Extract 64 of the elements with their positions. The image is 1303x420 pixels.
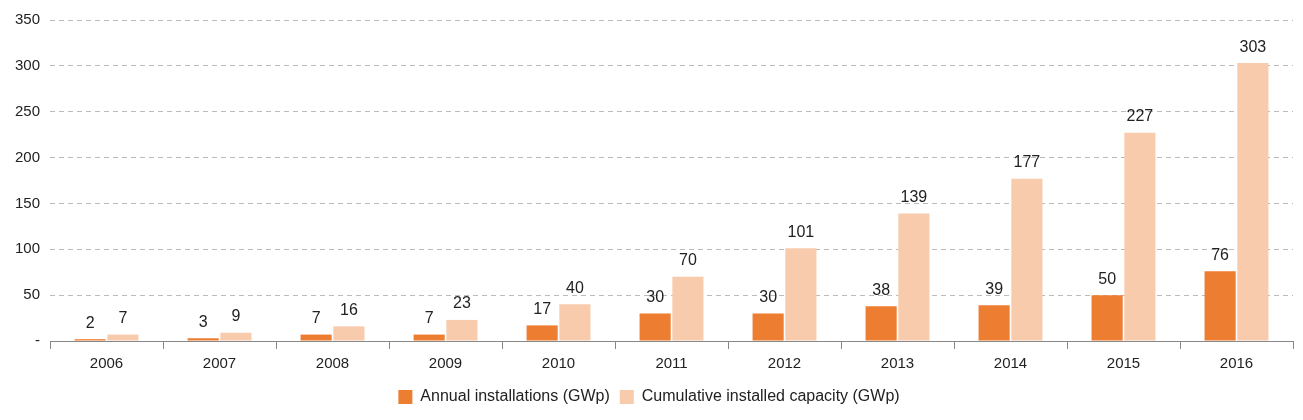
data-label: 303	[1239, 37, 1267, 55]
legend-label: Annual installations (GWp)	[420, 387, 610, 405]
data-label: 38	[872, 280, 891, 298]
bar	[526, 325, 558, 341]
data-label: 2	[85, 313, 95, 331]
data-label: 50	[1098, 269, 1117, 287]
y-tick-label: 300	[15, 56, 41, 73]
bar	[107, 334, 139, 341]
y-tick-label: 250	[15, 101, 41, 119]
legend-label: Cumulative installed capacity (GWp)	[641, 387, 900, 405]
bar	[865, 306, 897, 341]
y-tick-label: 100	[15, 239, 41, 257]
bar	[1204, 271, 1236, 341]
x-tick-label: 2007	[202, 354, 237, 372]
data-label: 101	[787, 222, 815, 240]
x-tick-label: 2008	[315, 354, 350, 372]
bar	[898, 213, 930, 341]
bar	[639, 313, 671, 341]
data-label: 30	[646, 287, 665, 305]
x-tick-label: 2015	[1106, 354, 1141, 372]
data-label: 227	[1126, 107, 1154, 125]
bar	[413, 334, 445, 341]
data-label: 30	[759, 287, 778, 305]
data-label: 7	[118, 308, 128, 326]
bar	[446, 319, 478, 341]
x-tick-label: 2014	[993, 354, 1028, 372]
y-tick-label: -	[35, 331, 41, 349]
bar	[752, 313, 784, 341]
x-tick-label: 2010	[541, 354, 576, 372]
y-tick-label: 50	[23, 285, 41, 303]
bar	[1011, 178, 1043, 341]
data-label: 9	[231, 307, 241, 325]
data-label: 76	[1211, 245, 1230, 263]
x-tick-label: 2013	[880, 354, 915, 372]
y-tick-label: 200	[15, 147, 41, 165]
bar	[333, 326, 365, 341]
data-label: 23	[453, 294, 471, 312]
data-label: 177	[1013, 153, 1041, 171]
bar	[785, 248, 817, 341]
bar	[1237, 63, 1269, 341]
bar	[672, 276, 704, 341]
bar	[559, 304, 591, 341]
bar	[1124, 132, 1156, 341]
y-tick-label: 350	[15, 10, 41, 28]
data-label: 139	[900, 187, 928, 205]
bar	[187, 338, 219, 341]
x-tick-label: 2016	[1219, 354, 1254, 372]
data-label: 70	[679, 251, 697, 269]
data-label: 40	[566, 278, 584, 296]
y-tick-label: 150	[15, 193, 41, 211]
x-tick-label: 2012	[767, 354, 802, 372]
data-label: 7	[424, 308, 434, 326]
bar	[1091, 295, 1123, 341]
data-label: 16	[340, 300, 358, 318]
data-label: 3	[198, 312, 208, 330]
bar	[300, 334, 332, 341]
data-label: 7	[311, 308, 321, 326]
data-label: 17	[533, 299, 552, 317]
bar	[220, 332, 252, 341]
data-label: 39	[985, 279, 1004, 297]
bar	[978, 305, 1010, 341]
x-tick-label: 2011	[655, 354, 688, 372]
x-tick-label: 2009	[428, 354, 463, 372]
x-tick-label: 2006	[89, 354, 124, 372]
